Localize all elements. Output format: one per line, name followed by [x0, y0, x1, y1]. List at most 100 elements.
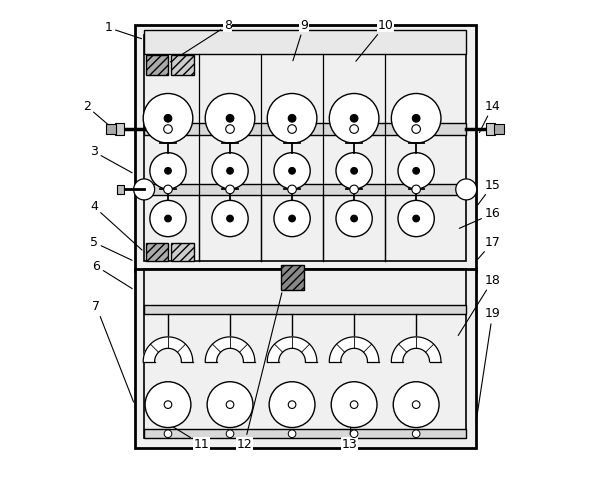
Bar [145, 243, 168, 261]
Circle shape [164, 401, 172, 408]
Circle shape [274, 200, 310, 237]
Polygon shape [143, 337, 193, 362]
Circle shape [336, 153, 372, 189]
Circle shape [289, 168, 295, 174]
Bar [144, 269, 466, 438]
Circle shape [227, 168, 233, 174]
Bar [281, 265, 304, 290]
Bar [106, 124, 117, 134]
Circle shape [331, 382, 377, 428]
Circle shape [350, 185, 358, 194]
Text: 1: 1 [105, 21, 142, 39]
Circle shape [350, 115, 358, 122]
Circle shape [226, 115, 234, 122]
Bar [144, 123, 466, 135]
Circle shape [413, 215, 420, 222]
Circle shape [226, 430, 234, 438]
Circle shape [398, 153, 434, 189]
Circle shape [392, 94, 441, 143]
Circle shape [330, 94, 379, 143]
Circle shape [288, 125, 296, 133]
Text: 8: 8 [170, 19, 232, 62]
Text: 12: 12 [237, 293, 282, 451]
Bar [171, 55, 194, 75]
Circle shape [398, 200, 434, 237]
Circle shape [207, 382, 253, 428]
Text: 15: 15 [477, 179, 500, 205]
Text: 19: 19 [476, 308, 500, 421]
Text: 5: 5 [90, 236, 132, 260]
Text: 6: 6 [92, 260, 132, 288]
Bar [171, 243, 194, 261]
Text: 4: 4 [90, 200, 142, 250]
Circle shape [268, 94, 317, 143]
Circle shape [413, 168, 420, 174]
Circle shape [393, 382, 439, 428]
Circle shape [350, 430, 358, 438]
Text: 2: 2 [83, 100, 118, 133]
Circle shape [165, 168, 171, 174]
Circle shape [227, 215, 233, 222]
Text: 7: 7 [92, 300, 134, 402]
Circle shape [412, 115, 420, 122]
Circle shape [412, 185, 421, 194]
Circle shape [351, 168, 358, 174]
Circle shape [226, 125, 234, 133]
Circle shape [412, 125, 421, 133]
Circle shape [164, 125, 172, 133]
Bar [144, 430, 466, 438]
Circle shape [269, 382, 315, 428]
Text: 9: 9 [293, 19, 308, 61]
Circle shape [206, 94, 255, 143]
Circle shape [336, 200, 372, 237]
Circle shape [288, 115, 296, 122]
Circle shape [456, 179, 477, 200]
Text: 11: 11 [170, 425, 209, 451]
Bar [486, 123, 495, 135]
Circle shape [143, 94, 193, 143]
Bar [494, 124, 505, 134]
Polygon shape [330, 337, 379, 362]
Circle shape [145, 382, 191, 428]
Circle shape [274, 153, 310, 189]
Circle shape [164, 430, 172, 438]
Text: 16: 16 [459, 207, 500, 228]
Circle shape [212, 200, 248, 237]
Circle shape [134, 179, 154, 200]
Circle shape [150, 153, 186, 189]
Bar [144, 30, 466, 54]
Bar [134, 269, 476, 447]
Bar [117, 185, 123, 194]
Circle shape [350, 125, 358, 133]
Circle shape [288, 185, 296, 194]
Circle shape [288, 430, 296, 438]
Circle shape [164, 185, 172, 194]
Circle shape [150, 200, 186, 237]
Circle shape [226, 401, 234, 408]
Polygon shape [206, 337, 255, 362]
Circle shape [212, 153, 248, 189]
Text: 10: 10 [356, 19, 393, 61]
Polygon shape [268, 337, 317, 362]
Bar [144, 184, 466, 195]
Circle shape [412, 430, 420, 438]
Text: 13: 13 [342, 388, 358, 451]
Text: 17: 17 [478, 236, 500, 259]
Circle shape [165, 215, 171, 222]
Circle shape [288, 401, 296, 408]
Polygon shape [392, 337, 441, 362]
Bar [134, 25, 476, 271]
Circle shape [164, 115, 172, 122]
Bar [116, 123, 124, 135]
Bar [144, 305, 466, 314]
Bar [145, 55, 168, 75]
Circle shape [412, 401, 420, 408]
Bar [144, 35, 466, 262]
Text: 18: 18 [458, 274, 500, 336]
Circle shape [226, 185, 234, 194]
Circle shape [289, 215, 295, 222]
Circle shape [350, 401, 358, 408]
Text: 3: 3 [90, 145, 132, 173]
Text: 14: 14 [480, 100, 500, 132]
Circle shape [351, 215, 358, 222]
